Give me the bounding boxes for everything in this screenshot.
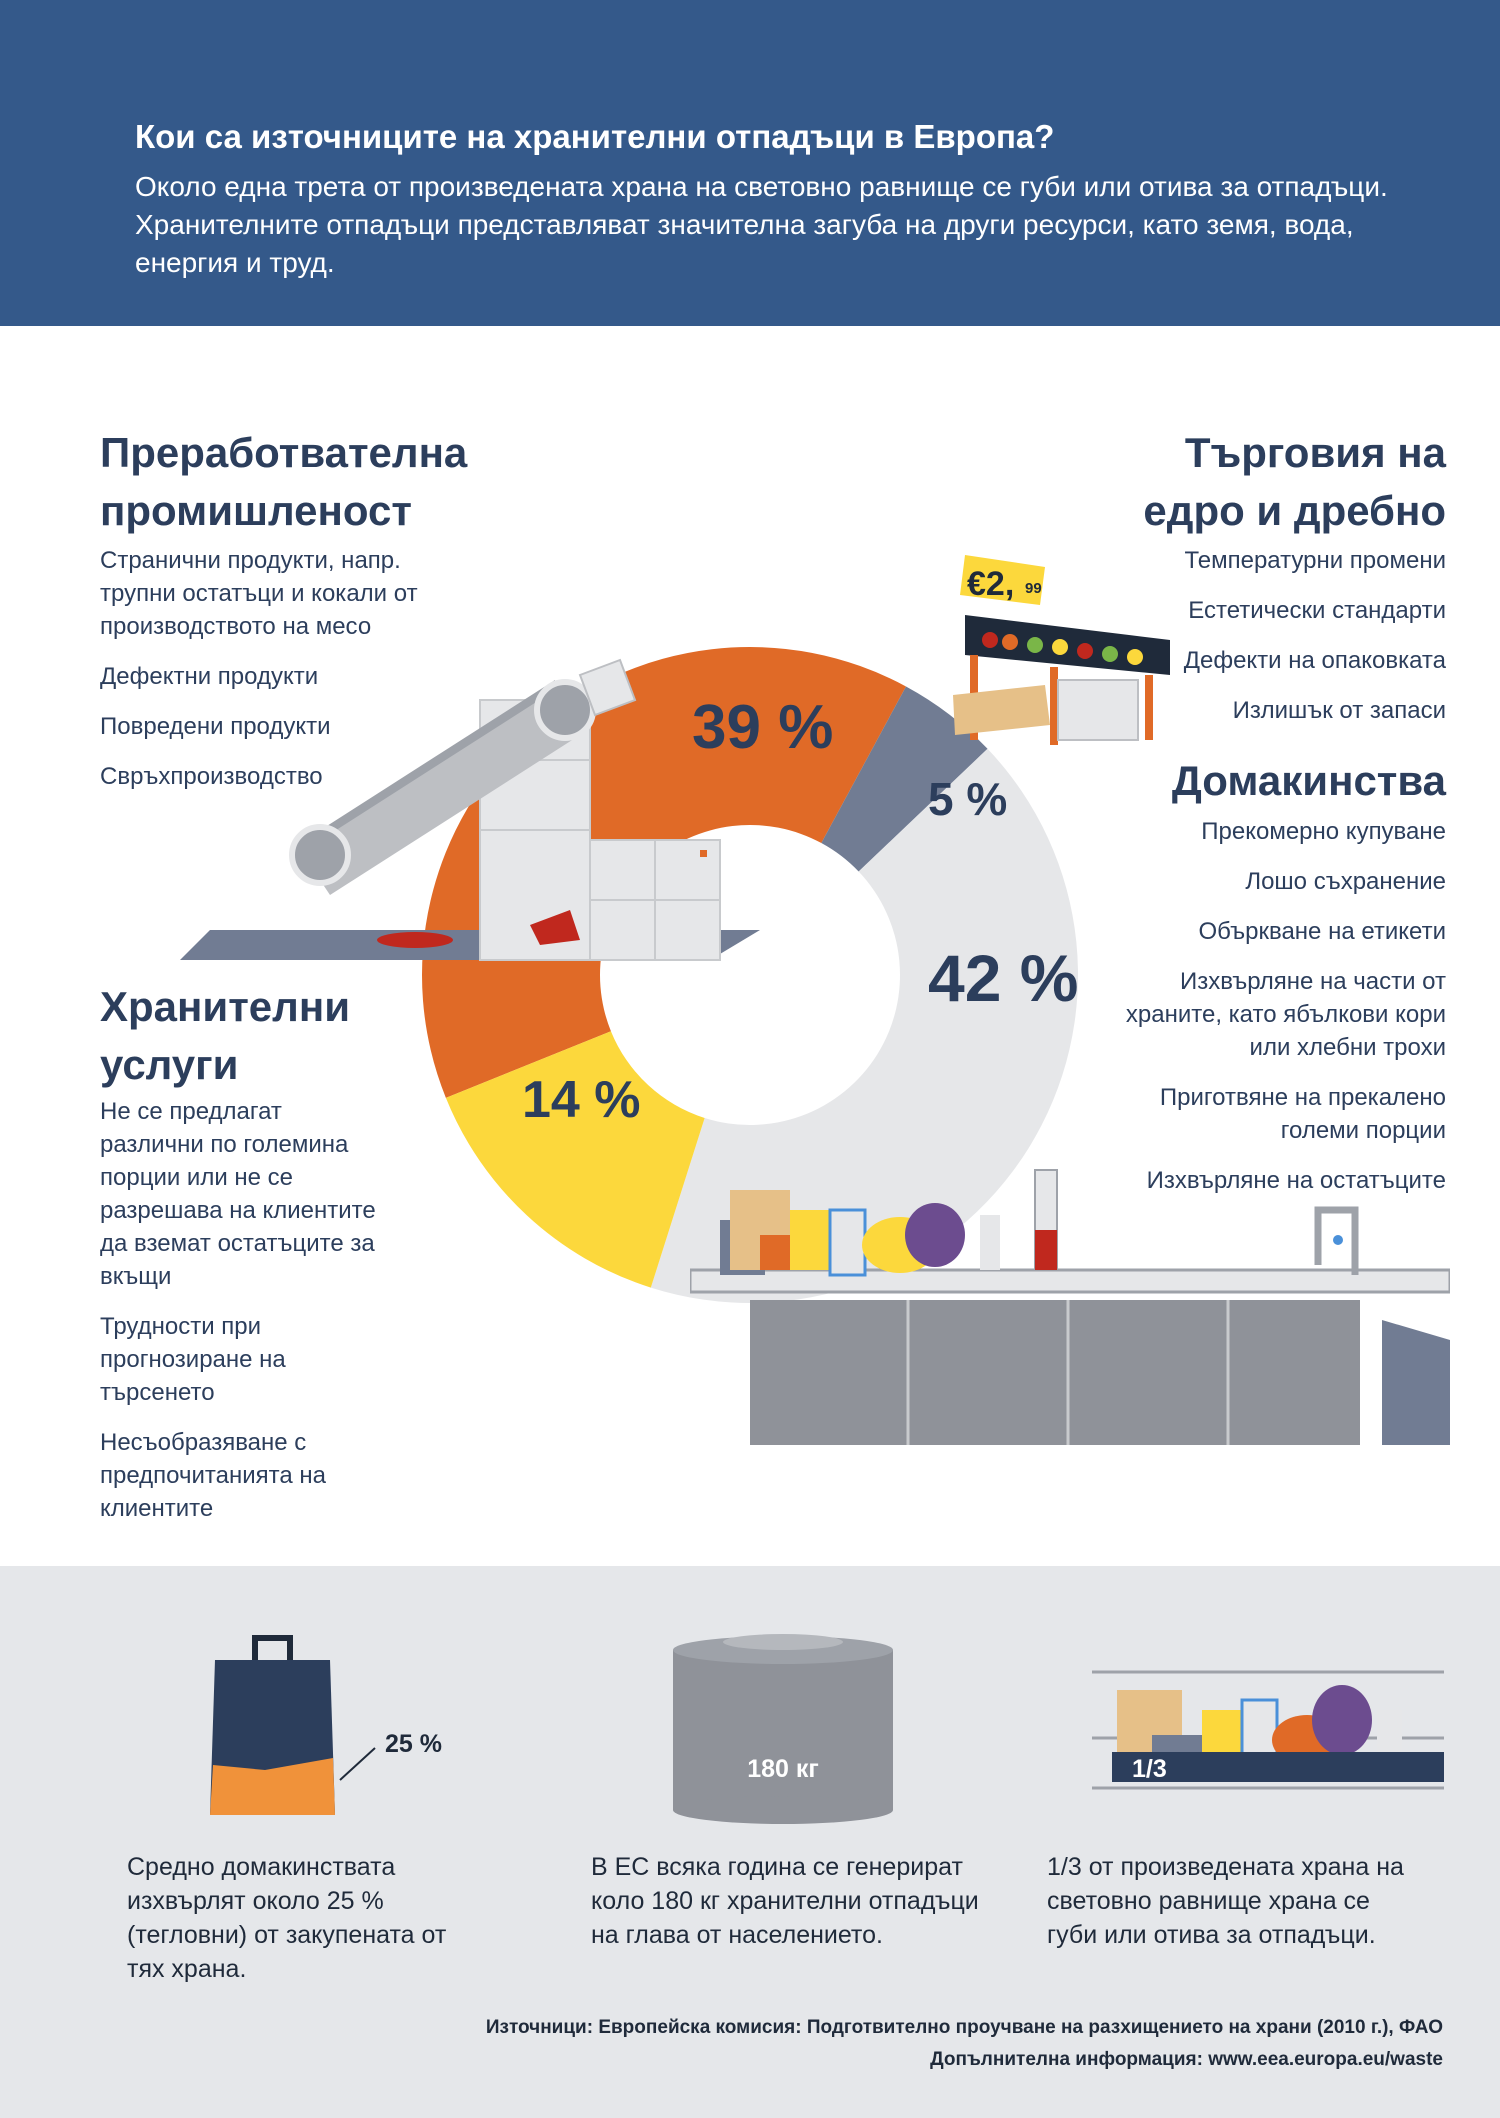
- kitchen-counter-illustration: [690, 1169, 1450, 1445]
- stat-text-groceries: 1/3 от произведената храна на световно р…: [1047, 1853, 1404, 1949]
- faucet-icon: [1314, 1206, 1359, 1275]
- stat-text-bag: Средно домакинствата изхвърлят около 25 …: [127, 1853, 447, 1983]
- meat-cut-icon: [530, 910, 580, 945]
- list-item: Лошо съхранение: [1245, 868, 1446, 895]
- crate-icon: [1057, 679, 1139, 741]
- sources: Източници: Европейска комисия: Подготвит…: [486, 2012, 1443, 2076]
- pct-label-households: 42 %: [928, 941, 1079, 1015]
- intro-text: Около една трета от произведената храна …: [135, 171, 1388, 278]
- page-title: Кои са източниците на хранителни отпадъц…: [135, 118, 1055, 155]
- stat-figure-groceries: 1/3: [1132, 1755, 1167, 1783]
- list-item: Приготвяне на прекалено големи порции: [1159, 1084, 1446, 1144]
- pct-label-retail: 5 %: [928, 773, 1008, 825]
- stat-text-cylinder: В ЕС всяка година се генерират коло 180 …: [591, 1853, 979, 1949]
- donut-slice-households: [650, 748, 1078, 1303]
- stat-figure-bag: 25 %: [385, 1730, 442, 1758]
- meat-scraps-icon: [377, 932, 453, 948]
- households-list: Прекомерно купуване Лошо съхранение Обър…: [1106, 815, 1446, 1214]
- list-item: Свръхпроизводство: [100, 763, 323, 790]
- retail-title: Търговия на едро и дребно: [1143, 429, 1446, 534]
- food-services-title: Хранителни услуги: [100, 983, 351, 1088]
- list-item: Дефектни продукти: [100, 663, 319, 690]
- sources-line: Източници: Европейска комисия: Подготвит…: [485, 2017, 1443, 2038]
- price-tag-amount: €2,: [967, 565, 1014, 603]
- processing-title: Преработвателна промишленост: [100, 429, 468, 534]
- roller-icon: [534, 679, 596, 741]
- conveyor-belt-icon: [300, 690, 580, 895]
- header-banner: [0, 0, 1500, 326]
- cabinet-icon: [750, 1300, 1360, 1445]
- donut-slice-food-services: [445, 1031, 705, 1288]
- list-item: Изхвърляне на части от храните, като ябъ…: [1125, 968, 1446, 1061]
- market-stall-illustration: €2, 99: [953, 555, 1170, 745]
- shopping-bag-icon: 25 %: [210, 1635, 442, 1815]
- garbage-bag-icon: [1382, 1320, 1450, 1445]
- list-item: Несъобразяване с предпочитанията на клие…: [100, 1429, 326, 1522]
- list-item: Объркване на етикети: [1198, 918, 1447, 945]
- retail-list: Температурни промени Естетически стандар…: [1046, 544, 1446, 744]
- list-item: Изхвърляне на остатъците: [1146, 1167, 1446, 1194]
- list-item: Излишък от запаси: [1232, 697, 1446, 724]
- pct-label-processing: 39 %: [692, 693, 834, 762]
- list-item: Повредени продукти: [100, 713, 331, 740]
- donut-slice-retail: [821, 686, 988, 872]
- cylinder-icon: 180 кг: [673, 1634, 893, 1824]
- more-info-line: Допълнителна информация: www.eea.europa.…: [930, 2049, 1443, 2070]
- households-title: Домакинства: [1171, 757, 1446, 804]
- list-item: Не се предлагат различни по големина пор…: [100, 1098, 376, 1290]
- list-item: Странични продукти, напр. трупни остатъц…: [100, 547, 418, 640]
- list-item: Трудности при прогнозиране на търсенето: [100, 1313, 286, 1406]
- stat-figure-cylinder: 180 кг: [747, 1755, 819, 1783]
- conveyor-illustration: [180, 658, 760, 961]
- groceries-icon: 1/3: [1092, 1670, 1444, 1790]
- list-item: Температурни промени: [1184, 547, 1446, 574]
- milk-carton-icon: [828, 1208, 867, 1277]
- food-services-list: Не се предлагат различни по големина пор…: [100, 1095, 380, 1542]
- pct-label-food-services: 14 %: [522, 1071, 641, 1129]
- list-item: Естетически стандарти: [1188, 597, 1446, 624]
- roller-icon: [289, 824, 351, 886]
- processing-list: Странични продукти, напр. трупни остатъц…: [100, 544, 460, 810]
- price-tag-icon: [960, 555, 1045, 605]
- list-item: Прекомерно купуване: [1201, 818, 1446, 845]
- price-tag-cents: 99: [1025, 580, 1042, 597]
- list-item: Дефекти на опаковката: [1183, 647, 1446, 674]
